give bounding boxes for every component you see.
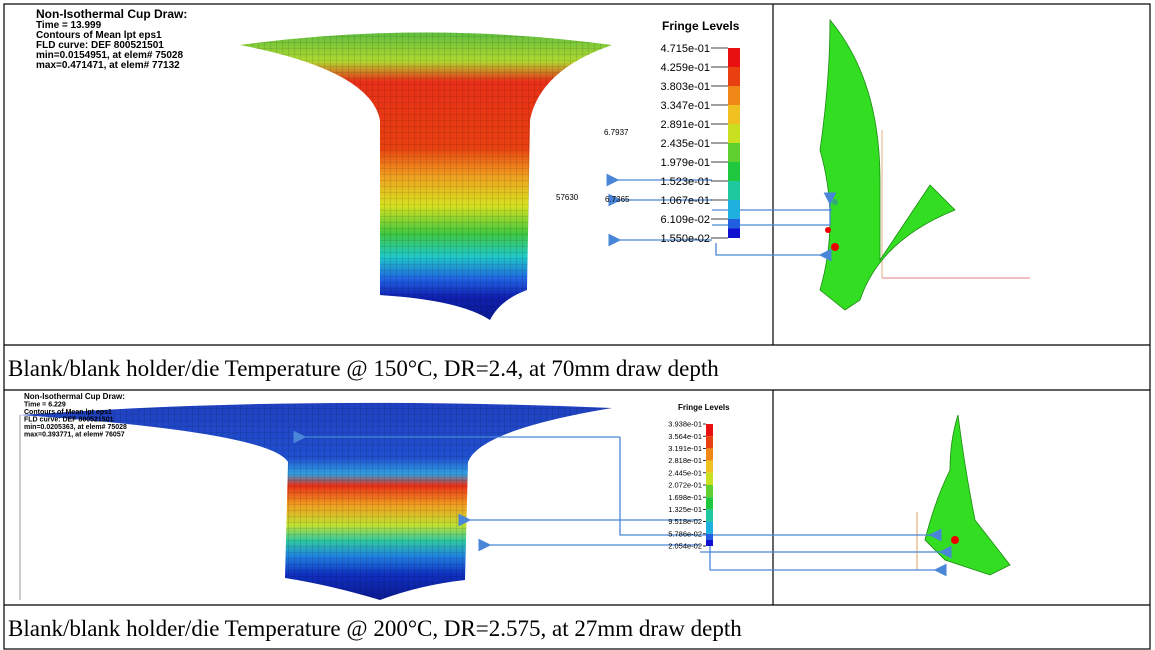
legend-swatch <box>728 67 740 86</box>
legend-level: 4.715e-01 <box>660 43 710 55</box>
legend-swatch <box>728 143 740 162</box>
legend-level: 1.325e-01 <box>668 505 702 514</box>
legend-title: Fringe Levels <box>662 19 740 33</box>
legend-level: 3.347e-01 <box>660 100 710 112</box>
legend-level: 2.435e-01 <box>660 138 710 150</box>
header-line: FLD curve: DEF 800521501 <box>24 417 114 424</box>
legend-level: 9.518e-02 <box>668 517 702 526</box>
legend-swatch <box>728 181 740 200</box>
legend-swatch <box>728 229 740 239</box>
cup-top <box>240 33 612 321</box>
node-label: 6.7937 <box>604 128 629 137</box>
legend-title: Fringe Levels <box>678 403 730 412</box>
legend-swatch <box>706 473 713 485</box>
legend-level: 4.259e-01 <box>660 62 710 74</box>
legend-swatch <box>706 509 713 521</box>
legend-level: 1.979e-01 <box>660 157 710 169</box>
legend-swatch <box>706 461 713 473</box>
legend-swatch <box>728 200 740 219</box>
legend-level: 2.072e-01 <box>668 481 702 490</box>
legend-level: 3.803e-01 <box>660 81 710 93</box>
legend-swatch <box>706 522 713 534</box>
legend-level: 6.109e-02 <box>660 214 710 226</box>
part-bottom <box>917 415 1010 575</box>
legend-swatch <box>706 485 713 497</box>
header-line: Non-Isothermal Cup Draw: <box>24 392 125 401</box>
legend-level: 1.067e-01 <box>660 195 710 207</box>
legend-level: 3.191e-01 <box>668 444 702 453</box>
legend-level: 2.054e-02 <box>668 542 702 551</box>
legend-level: 1.550e-02 <box>660 233 710 245</box>
header-line: min=0.0205363, at elem# 75028 <box>24 424 127 431</box>
legend-swatch <box>728 86 740 105</box>
legend-swatch <box>728 124 740 143</box>
header-line: Non-Isothermal Cup Draw: <box>36 7 187 21</box>
legend-swatch <box>728 162 740 181</box>
legend-level: 3.564e-01 <box>668 432 702 441</box>
node-label: 57630 <box>556 193 579 202</box>
part-top <box>820 20 1030 310</box>
legend-swatch <box>728 105 740 124</box>
header-line: Time = 6.229 <box>24 402 66 409</box>
legend-swatch <box>706 436 713 448</box>
legend-level: 1.698e-01 <box>668 493 702 502</box>
legend-swatch <box>706 540 713 546</box>
legend-swatch <box>728 48 740 67</box>
legend-level: 5.786e-02 <box>668 529 702 538</box>
legend-swatch <box>706 424 713 436</box>
legend-level: 2.445e-01 <box>668 468 702 477</box>
caption: Blank/blank holder/die Temperature @ 200… <box>8 616 742 641</box>
legend-swatch <box>706 448 713 460</box>
legend-swatch <box>706 497 713 509</box>
legend-level: 2.818e-01 <box>668 456 702 465</box>
legend-level: 2.891e-01 <box>660 119 710 131</box>
header-line: max=0.471471, at elem# 77132 <box>36 60 180 71</box>
header-line: Contours of Mean lpt eps1 <box>24 409 112 416</box>
legend-level: 3.938e-01 <box>668 420 702 429</box>
caption: Blank/blank holder/die Temperature @ 150… <box>8 356 719 381</box>
legend-level: 1.523e-01 <box>660 176 710 188</box>
figure: Blank/blank holder/die Temperature @ 150… <box>0 0 1155 650</box>
header-line: max=0.393771, at elem# 76057 <box>24 432 125 439</box>
node-label: 6.7365 <box>605 195 630 204</box>
figure-svg: Blank/blank holder/die Temperature @ 150… <box>0 0 1155 650</box>
